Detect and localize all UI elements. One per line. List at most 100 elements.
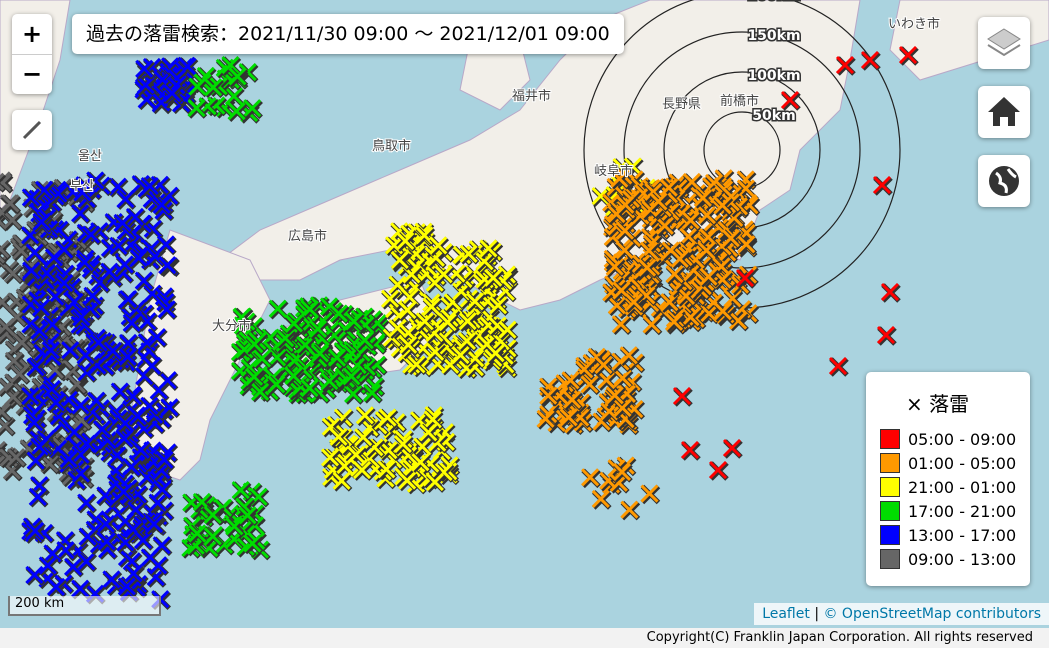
strike	[71, 445, 90, 464]
strike	[640, 484, 659, 503]
strike	[267, 375, 286, 394]
legend-swatch	[880, 453, 900, 473]
strike	[402, 355, 421, 374]
strike	[605, 386, 624, 405]
strike	[154, 201, 173, 220]
strike	[97, 532, 116, 551]
strike	[21, 387, 40, 406]
strike	[55, 240, 74, 259]
strike	[611, 315, 630, 334]
strike	[284, 314, 303, 333]
place-label: 부산	[70, 179, 94, 194]
strike	[118, 347, 137, 366]
strike	[693, 188, 712, 207]
strike	[0, 324, 16, 343]
strike	[355, 331, 374, 350]
strike	[559, 408, 578, 427]
home-button[interactable]	[978, 86, 1030, 138]
strike	[25, 565, 44, 585]
strike	[21, 188, 40, 207]
strike	[155, 450, 174, 469]
strike	[26, 451, 45, 470]
attribution: Leaflet | © OpenStreetMap contributors	[754, 603, 1049, 625]
strike	[344, 312, 363, 331]
globe-button[interactable]	[978, 155, 1030, 207]
layers-button[interactable]	[978, 17, 1030, 69]
measure-button[interactable]	[12, 110, 52, 150]
strike	[0, 239, 10, 259]
place-label: 大分市	[212, 318, 251, 334]
strike	[10, 364, 29, 384]
strike	[484, 268, 503, 287]
strike	[737, 235, 756, 254]
legend-title: × 落雷	[906, 392, 970, 416]
strike	[129, 248, 148, 267]
strike	[682, 172, 701, 192]
strike	[591, 187, 610, 206]
strike	[118, 333, 138, 353]
strike	[624, 292, 643, 312]
strike	[158, 256, 177, 275]
zoom-in[interactable]: +	[12, 14, 52, 55]
strike	[251, 382, 270, 401]
strike	[396, 231, 415, 250]
place-label: 울산	[78, 149, 102, 164]
strike	[245, 367, 264, 386]
strike	[440, 308, 459, 328]
strike	[204, 78, 223, 97]
ring-label: 50km	[752, 108, 795, 124]
strike	[488, 316, 507, 335]
strike	[451, 345, 470, 365]
strike	[380, 289, 400, 308]
legend-swatch	[880, 549, 900, 569]
zoom-out[interactable]: −	[21, 60, 43, 88]
strike	[458, 312, 477, 331]
legend-entry: 21:00 - 01:00	[880, 475, 1030, 499]
strike	[672, 386, 692, 406]
strike	[113, 213, 132, 232]
strike	[594, 355, 613, 374]
strike	[231, 481, 250, 500]
leaflet-link[interactable]: Leaflet	[762, 606, 810, 622]
strike	[4, 351, 23, 370]
legend-label: 13:00 - 17:00	[908, 525, 1017, 545]
strike	[32, 298, 51, 317]
ring-label: 150km	[747, 28, 800, 44]
strike	[591, 489, 610, 509]
strike	[1, 194, 20, 213]
strike	[498, 320, 517, 339]
osm-link[interactable]: © OpenStreetMap contributors	[823, 606, 1041, 622]
strike	[46, 393, 66, 412]
strike	[610, 169, 629, 188]
strike	[135, 59, 154, 78]
strike	[300, 300, 319, 319]
strike	[659, 178, 678, 197]
measure-icon	[22, 120, 42, 140]
strike	[71, 579, 90, 598]
strike	[615, 241, 634, 260]
legend-label: 01:00 - 05:00	[908, 453, 1017, 473]
strike	[243, 534, 262, 553]
strike	[25, 413, 44, 432]
legend-label: 05:00 - 09:00	[908, 429, 1017, 449]
strike	[655, 216, 674, 235]
strike	[78, 527, 97, 546]
strike	[320, 448, 340, 467]
strike	[115, 429, 134, 448]
strike	[713, 196, 732, 215]
strike	[0, 292, 12, 312]
strike	[42, 379, 61, 399]
place-label: 鳥取市	[372, 138, 411, 154]
strike	[898, 45, 918, 65]
strike	[98, 431, 117, 450]
place-label: 前橋市	[720, 93, 759, 109]
strike	[108, 177, 127, 196]
strike	[0, 173, 12, 192]
strike	[122, 313, 141, 332]
legend-label: 09:00 - 13:00	[908, 549, 1017, 569]
strike	[399, 335, 418, 354]
place-label: 岐阜市	[594, 163, 633, 179]
strike	[438, 313, 457, 332]
strike	[429, 236, 448, 255]
